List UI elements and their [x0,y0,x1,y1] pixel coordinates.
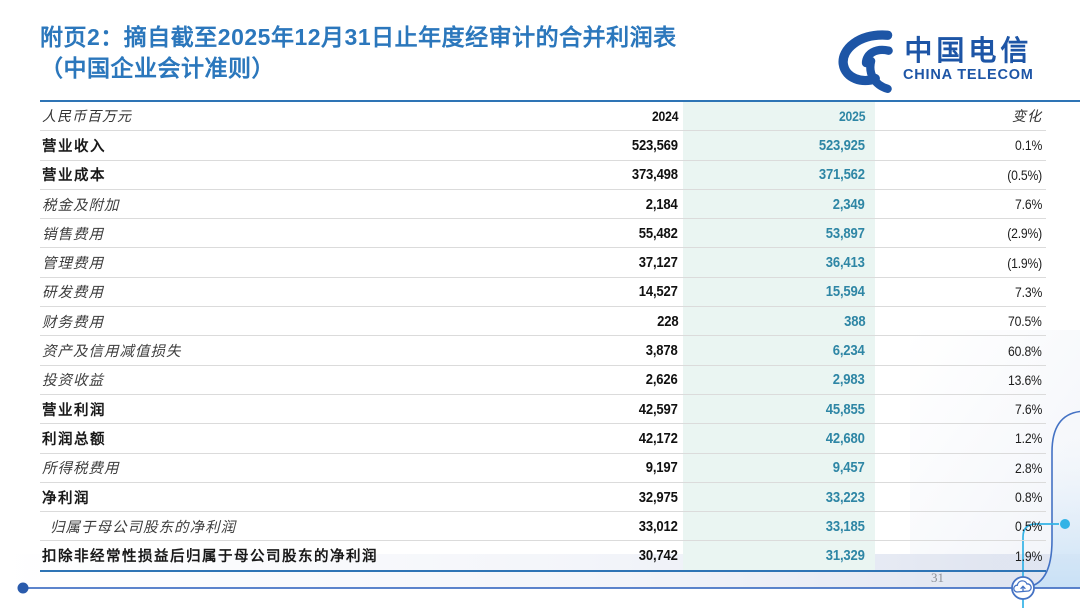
bottom-rule-dot [17,582,29,594]
row-change: 1.9% [1014,547,1042,564]
row-label: 利润总额 [42,431,106,448]
row-label: 研发费用 [42,285,104,302]
row-change: 13.6% [1008,371,1042,388]
row-change: 7.6% [1014,196,1042,213]
row-label: 营业收入 [42,138,106,155]
row-change: (0.5%) [1007,166,1042,183]
row-value-2024: 3,878 [646,342,678,360]
row-label: 扣除非经常性损益后归属于母公司股东的净利润 [42,549,378,566]
income-statement-table: 人民币百万元 2024 2025 变化 营业收入 523,569 523,925… [40,100,1046,572]
row-change: 0.1% [1014,137,1042,154]
row-value-2024: 14,527 [639,283,678,301]
row-change: (1.9%) [1007,254,1042,271]
row-value-2024: 2,626 [646,371,678,389]
column-header-2025: 2025 [683,102,875,131]
row-value-2025: 2,349 [683,189,875,219]
income-table-body: 营业收入 523,569 523,925 0.1% 营业成本 373,498 3… [40,131,1046,572]
china-telecom-logo: 中国电信 CHINA TELECOM [836,28,1034,94]
row-label: 资产及信用减值损失 [42,344,182,361]
table-row: 研发费用 14,527 15,594 7.3% [40,277,1046,308]
row-change: 0.5% [1014,518,1042,535]
row-value-2025: 33,185 [683,512,875,541]
row-label: 管理费用 [42,256,104,273]
table-row: 归属于母公司股东的净利润 33,012 33,185 0.5% [40,512,1046,542]
table-row: 资产及信用减值损失 3,878 6,234 60.8% [40,336,1046,366]
unit-label: 人民币百万元 [42,110,132,126]
china-telecom-logo-icon [838,30,893,93]
row-change: 2.8% [1014,459,1042,476]
row-change: 1.2% [1014,430,1042,447]
table-row: 营业收入 523,569 523,925 0.1% [40,131,1046,161]
cyan-connector-line [1022,523,1059,578]
row-value-2025: 9,457 [683,453,875,482]
row-label: 净利润 [42,490,90,507]
row-value-2024: 2,184 [646,195,678,213]
page-title: 附页2：摘自截至2025年12月31日止年度经审计的合并利润表 （中国企业会计准… [40,22,677,84]
row-value-2025: 31,329 [683,541,875,570]
row-value-2025: 36,413 [683,248,875,277]
row-label: 所得税费用 [42,461,120,478]
row-value-2025: 53,897 [683,219,875,248]
row-value-2024: 42,172 [639,429,678,447]
table-row: 营业成本 373,498 371,562 (0.5%) [40,160,1046,190]
row-change: 0.8% [1014,489,1042,505]
row-value-2025: 2,983 [683,365,875,394]
china-telecom-logo-text: 中国电信 CHINA TELECOM [903,28,1034,84]
row-label: 营业成本 [42,168,106,185]
row-value-2025: 523,925 [683,131,875,160]
row-value-2025: 15,594 [683,277,875,307]
page-number: 31 [931,570,944,585]
row-change: 60.8% [1008,342,1042,359]
row-label: 税金及附加 [42,197,120,214]
table-row: 财务费用 228 388 70.5% [40,307,1046,337]
column-header-change: 变化 [1012,110,1042,126]
table-row: 管理费用 37,127 36,413 (1.9%) [40,248,1046,278]
table-header-row: 人民币百万元 2024 2025 变化 [40,102,1046,132]
column-header-2024: 2024 [651,108,679,125]
row-value-2024: 32,975 [639,488,678,506]
row-value-2024: 37,127 [639,254,678,272]
table-row: 投资收益 2,626 2,983 13.6% [40,365,1046,395]
page-title-line2: （中国企业会计准则） [40,55,275,81]
row-value-2024: 33,012 [639,517,678,535]
row-value-2025: 45,855 [683,394,875,424]
corner-shape-fill [1022,412,1080,587]
cloud-upload-icon [1011,576,1035,600]
row-change: 70.5% [1008,313,1042,330]
logo-name-cn: 中国电信 [904,35,1033,66]
cyan-connector-dot [1060,519,1070,529]
table-row: 所得税费用 9,197 9,457 2.8% [40,453,1046,483]
row-label: 投资收益 [42,373,104,390]
row-change: (2.9%) [1007,225,1042,242]
row-value-2024: 523,569 [632,136,678,154]
row-value-2025: 388 [683,307,875,336]
table-row: 税金及附加 2,184 2,349 7.6% [40,189,1046,220]
row-change: 7.3% [1014,283,1042,300]
row-value-2025: 33,223 [683,482,875,512]
corner-shape-border [1023,410,1080,589]
row-value-2024: 373,498 [632,166,678,184]
row-value-2024: 55,482 [639,224,678,242]
table-row: 扣除非经常性损益后归属于母公司股东的净利润 30,742 31,329 1.9% [40,541,1046,572]
row-value-2025: 42,680 [683,424,875,453]
row-value-2025: 6,234 [683,336,875,365]
page-title-line1: 附页2：摘自截至2025年12月31日止年度经审计的合并利润表 [40,24,677,50]
row-value-2025: 371,562 [683,160,875,189]
row-value-2024: 30,742 [639,547,678,565]
row-label: 归属于母公司股东的净利润 [50,519,236,536]
table-row: 净利润 32,975 33,223 0.8% [40,482,1046,513]
table-row: 利润总额 42,172 42,680 1.2% [40,424,1046,454]
row-value-2024: 9,197 [646,459,678,477]
row-value-2024: 42,597 [639,400,678,418]
row-change: 7.6% [1014,401,1042,418]
row-label: 财务费用 [42,314,104,331]
logo-name-en: CHINA TELECOM [903,67,1034,83]
row-label: 营业利润 [42,402,106,419]
table-row: 销售费用 55,482 53,897 (2.9%) [40,219,1046,249]
row-label: 销售费用 [42,226,104,243]
row-value-2024: 228 [656,312,678,330]
table-row: 营业利润 42,597 45,855 7.6% [40,394,1046,425]
